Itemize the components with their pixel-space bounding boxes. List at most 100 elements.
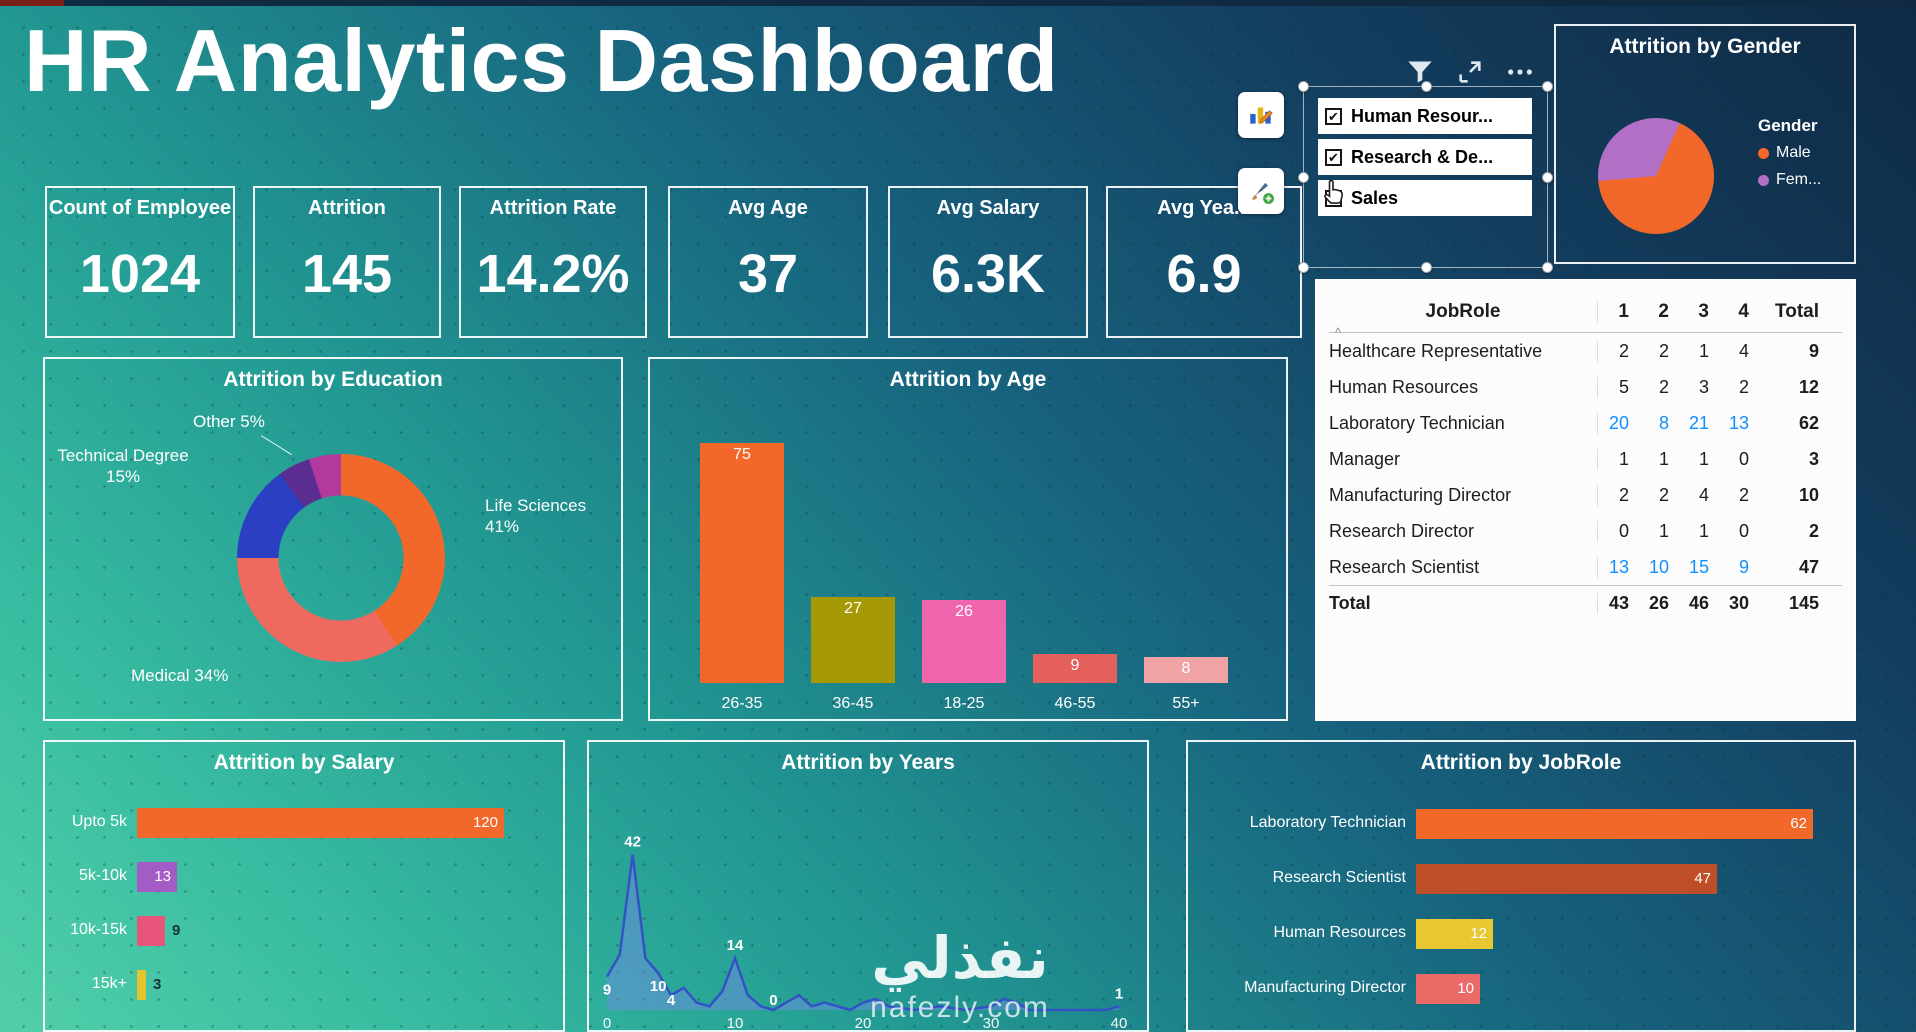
row-total: 145	[1788, 593, 1819, 613]
kpi-card-attrition-rate[interactable]: Attrition Rate 14.2%	[459, 186, 647, 338]
bar-15k+[interactable]	[137, 970, 146, 1000]
column-header[interactable]: Total	[1775, 300, 1819, 322]
axis-category-label: 36-45	[832, 695, 874, 712]
years-chart-card[interactable]: Attrition by Years 0 10 20 30 40 42 9 10 4 14 0 1	[587, 740, 1149, 1032]
table-row[interactable]: Human Resources 5 2 3 2 12	[1329, 369, 1842, 405]
bar-18-25[interactable]: 26	[922, 599, 1006, 683]
selection-handle[interactable]	[1542, 262, 1553, 273]
cell-value: 10	[1648, 556, 1669, 577]
cell-value: 0	[1597, 520, 1637, 542]
row-total: 2	[1808, 520, 1819, 541]
bar-Human Resources[interactable]	[1416, 919, 1493, 949]
jobrole-chart-card[interactable]: Attrition by JobRole Laboratory Technici…	[1186, 740, 1856, 1032]
bar-Manufacturing Director[interactable]	[1416, 974, 1480, 1004]
axis-category-label: 26-35	[721, 695, 763, 712]
column-header[interactable]: 1	[1597, 300, 1637, 323]
table-row[interactable]: Healthcare Representative 2 2 1 4 9	[1329, 333, 1842, 369]
selection-handle[interactable]	[1542, 81, 1553, 92]
gender-chart-card[interactable]: Attrition by Gender Gender Male Fem...	[1554, 24, 1856, 264]
checkbox-icon[interactable]	[1325, 189, 1342, 207]
bar-55+[interactable]: 8	[1144, 657, 1228, 683]
bar-value-label: 9	[1070, 657, 1080, 675]
kpi-card-avg-salary[interactable]: Avg Salary 6.3K	[888, 186, 1088, 338]
column-header[interactable]: JobRole	[1425, 300, 1501, 322]
slicer-item-2[interactable]: Sales	[1318, 180, 1532, 216]
checkbox-icon[interactable]: ✔	[1325, 148, 1342, 166]
bar-value-label: 13	[154, 868, 171, 885]
age-chart-card[interactable]: Attrition by Age 75 26-35 27 36-45 26 18-25 9 4…	[648, 357, 1288, 721]
bar-36-45[interactable]: 27	[811, 596, 895, 683]
bar-26-35[interactable]: 75	[700, 443, 784, 683]
kpi-card-avg-years[interactable]: Avg Yea... 6.9	[1106, 186, 1302, 338]
jobrole-table-card[interactable]: JobRole 1 2 3 4 Total Healthcare Representativ…	[1315, 279, 1856, 721]
data-point-label: 0	[769, 992, 777, 1009]
table-row[interactable]: Research Scientist 13 10 15 9 47	[1329, 549, 1842, 585]
slicer-item-0[interactable]: ✔ Human Resour...	[1318, 98, 1532, 134]
column-header[interactable]: 3	[1698, 300, 1709, 322]
selection-handle[interactable]	[1298, 172, 1309, 183]
sort-caret-icon[interactable]: ^	[1335, 325, 1342, 340]
kpi-card-count-of-employee[interactable]: Count of Employee 1024	[45, 186, 235, 338]
legend-item[interactable]: Fem...	[1758, 171, 1821, 189]
kpi-card-avg-age[interactable]: Avg Age 37	[668, 186, 868, 338]
more-options-icon[interactable]	[1506, 58, 1534, 86]
selection-handle[interactable]	[1542, 172, 1553, 183]
data-point-label: 4	[667, 992, 676, 1009]
table-row[interactable]: Laboratory Technician 20 8 21 13 62	[1329, 405, 1842, 441]
chart-title: Attrition by Gender	[1609, 35, 1801, 58]
bar-Upto 5k[interactable]	[137, 808, 504, 838]
cell-value: 8	[1658, 412, 1669, 433]
education-chart-card[interactable]: Attrition by Education Life Sciences 41%…	[43, 357, 623, 721]
donut-label: Technical Degree 15%	[57, 446, 189, 487]
gender-legend-items: Male Fem...	[1758, 144, 1821, 189]
slicer-item-1[interactable]: ✔ Research & De...	[1318, 139, 1532, 175]
column-header[interactable]: 4	[1738, 300, 1749, 322]
bar-value-label: 3	[153, 976, 162, 993]
trend-line[interactable]	[605, 854, 1120, 1012]
visual-header-toolbar	[1406, 58, 1534, 86]
donut-label: Medical 34%	[131, 666, 229, 685]
selection-handle[interactable]	[1421, 81, 1432, 92]
bar-value-label: 12	[1470, 925, 1487, 942]
checkbox-icon[interactable]: ✔	[1325, 107, 1342, 125]
focus-mode-icon[interactable]	[1456, 58, 1484, 86]
row-total: 47	[1798, 556, 1819, 577]
top-edge-red-segment	[0, 0, 64, 6]
selection-handle[interactable]	[1298, 262, 1309, 273]
format-painter-icon	[1252, 182, 1274, 204]
education-donut[interactable]	[237, 454, 445, 662]
table-row[interactable]: Manager 1 1 1 0 3	[1329, 441, 1842, 477]
gender-pie[interactable]	[1598, 118, 1714, 234]
selection-handle[interactable]	[1421, 262, 1432, 273]
axis-tick-label: 0	[603, 1015, 611, 1032]
table-header-row[interactable]: JobRole 1 2 3 4 Total	[1329, 291, 1842, 333]
kpi-card-attrition[interactable]: Attrition 145	[253, 186, 441, 338]
category-label: Upto 5k	[71, 813, 127, 830]
format-painter-button[interactable]	[1238, 168, 1284, 214]
bar-5k-10k[interactable]	[137, 862, 177, 892]
legend-dot-icon	[1758, 174, 1769, 186]
bar-10k-15k[interactable]	[137, 916, 165, 946]
bar-value-label: 8	[1181, 660, 1191, 678]
legend-label: Fem...	[1776, 171, 1822, 188]
top-edge	[0, 0, 1916, 6]
legend-item[interactable]: Male	[1758, 144, 1821, 162]
department-slicer[interactable]: ✔ Human Resour... ✔ Research & De... Sales	[1318, 98, 1532, 221]
filter-icon[interactable]	[1406, 58, 1434, 86]
bar-46-55[interactable]: 9	[1033, 654, 1117, 683]
cell-value: 9	[1738, 556, 1749, 577]
bar-Research Scientist[interactable]	[1416, 864, 1717, 894]
category-label: Laboratory Technician	[1249, 814, 1406, 831]
column-header[interactable]: 2	[1658, 300, 1669, 322]
cell-value: 2	[1658, 340, 1669, 361]
bar-Laboratory Technician[interactable]	[1416, 809, 1813, 839]
table-row[interactable]: Research Director 0 1 1 0 2	[1329, 513, 1842, 549]
table-row[interactable]: Total 43 26 46 30 145	[1329, 585, 1842, 621]
selection-handle[interactable]	[1298, 81, 1309, 92]
salary-chart-card[interactable]: Attrition by Salary Upto 5k 120 5k-10k 13 10…	[43, 740, 565, 1032]
edit-chart-button[interactable]	[1238, 92, 1284, 138]
table-row[interactable]: Manufacturing Director 2 2 4 2 10	[1329, 477, 1842, 513]
row-total: 12	[1798, 376, 1819, 397]
kpi-value: 6.3K	[930, 244, 1046, 304]
